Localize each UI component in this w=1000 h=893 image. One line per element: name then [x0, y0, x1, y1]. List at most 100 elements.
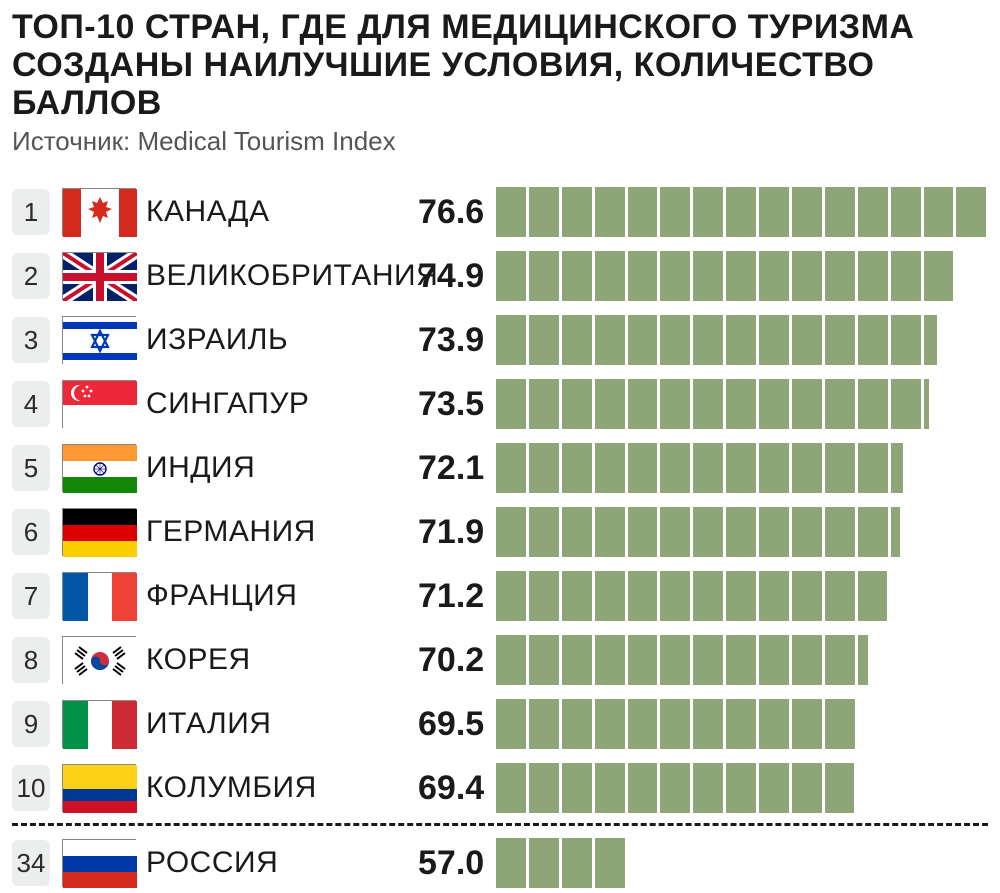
- flag-icon: [62, 839, 136, 887]
- bar-segment: [858, 379, 888, 429]
- bar-segment: [562, 635, 592, 685]
- bar-segment: [726, 635, 756, 685]
- rank-badge: 34: [12, 840, 50, 886]
- ranking-row: 6ГЕРМАНИЯ71.9: [12, 503, 988, 561]
- bar-segment: [858, 315, 888, 365]
- flag-icon: [62, 700, 136, 748]
- flag-icon: [62, 508, 136, 556]
- bar-segment: [759, 763, 789, 813]
- bar-segment: [562, 571, 592, 621]
- bar-segment: [660, 251, 690, 301]
- bar-segment: [825, 251, 855, 301]
- rank-badge: 6: [12, 509, 50, 555]
- country-name: РОССИЯ: [146, 846, 418, 880]
- bar-segment: [660, 443, 690, 493]
- bar-segment: [858, 507, 888, 557]
- score-value: 69.5: [418, 705, 496, 744]
- bar-segment: [660, 571, 690, 621]
- bar-segment: [496, 763, 526, 813]
- bar-segment: [693, 635, 723, 685]
- bar-segment: [759, 187, 789, 237]
- bar: [496, 443, 903, 493]
- bar-segment: [595, 507, 625, 557]
- bar-segment: [595, 443, 625, 493]
- bar-segment: [628, 763, 658, 813]
- ranking-row: 34 РОССИЯ57.0: [12, 834, 988, 892]
- bar-segment: [792, 699, 822, 749]
- bar-segment: [595, 699, 625, 749]
- bar-segment: [726, 763, 756, 813]
- bar-segment: [529, 379, 559, 429]
- bar-segment: [628, 379, 658, 429]
- bar-segment: [496, 507, 526, 557]
- bar-segment: [562, 443, 592, 493]
- country-name: КАНАДА: [146, 195, 418, 229]
- bar: [496, 251, 953, 301]
- score-value: 57.0: [418, 844, 496, 883]
- extra-row-container: 34 РОССИЯ57.0: [12, 834, 988, 892]
- bar-segment: [792, 635, 822, 685]
- bar-segment: [496, 635, 526, 685]
- bar-segment: [924, 315, 937, 365]
- bar-segment: [595, 315, 625, 365]
- bar-segment: [529, 699, 559, 749]
- bar-segment: [792, 187, 822, 237]
- bar-segment: [792, 315, 822, 365]
- bar-segment: [825, 379, 855, 429]
- bar-segment: [759, 507, 789, 557]
- bar-segment: [956, 187, 986, 237]
- flag-icon: [62, 636, 136, 684]
- bar-segment: [562, 251, 592, 301]
- bar-segment: [529, 187, 559, 237]
- bar-segment: [628, 507, 658, 557]
- score-value: 73.9: [418, 321, 496, 360]
- chart-source: Источник: Medical Tourism Index: [12, 126, 988, 157]
- bar-segment: [891, 507, 900, 557]
- bar-segment: [891, 379, 921, 429]
- bar-segment: [693, 763, 723, 813]
- bar-segment: [891, 443, 904, 493]
- bar-segment: [792, 763, 822, 813]
- bar: [496, 379, 929, 429]
- score-value: 71.9: [418, 513, 496, 552]
- bar-segment: [562, 838, 592, 888]
- bar-segment: [660, 763, 690, 813]
- bar-segment: [628, 187, 658, 237]
- bar-segment: [693, 379, 723, 429]
- bar-segment: [595, 251, 625, 301]
- bar-segment: [628, 251, 658, 301]
- bar-segment: [595, 571, 625, 621]
- bar-segment: [660, 379, 690, 429]
- bar-segment: [726, 507, 756, 557]
- bar-segment: [496, 251, 526, 301]
- ranking-row: 7ФРАНЦИЯ71.2: [12, 567, 988, 625]
- bar-segment: [858, 571, 887, 621]
- bar-segment: [726, 443, 756, 493]
- flag-icon: [62, 380, 136, 428]
- flag-icon: [62, 764, 136, 812]
- bar-segment: [496, 699, 526, 749]
- bar-segment: [825, 763, 854, 813]
- title-line-2: СОЗДАНЫ НАИЛУЧШИЕ УСЛОВИЯ, КОЛИЧЕСТВО БА…: [12, 46, 875, 122]
- rank-badge: 5: [12, 445, 50, 491]
- bar: [496, 635, 868, 685]
- score-value: 69.4: [418, 769, 496, 808]
- bar-segment: [628, 635, 658, 685]
- bar-segment: [759, 315, 789, 365]
- rank-badge: 1: [12, 189, 50, 235]
- bar-segment: [693, 699, 723, 749]
- score-value: 74.9: [418, 257, 496, 296]
- bar-segment: [529, 507, 559, 557]
- bar-segment: [726, 379, 756, 429]
- bar-segment: [858, 251, 888, 301]
- bar-segment: [891, 251, 921, 301]
- bar-segment: [562, 379, 592, 429]
- bar: [496, 507, 900, 557]
- ranking-row: 10КОЛУМБИЯ69.4: [12, 759, 988, 817]
- bar-segment: [496, 187, 526, 237]
- bar-segment: [792, 379, 822, 429]
- bar-segment: [660, 635, 690, 685]
- flag-icon: [62, 316, 136, 364]
- bar-segment: [529, 635, 559, 685]
- bar-segment: [562, 699, 592, 749]
